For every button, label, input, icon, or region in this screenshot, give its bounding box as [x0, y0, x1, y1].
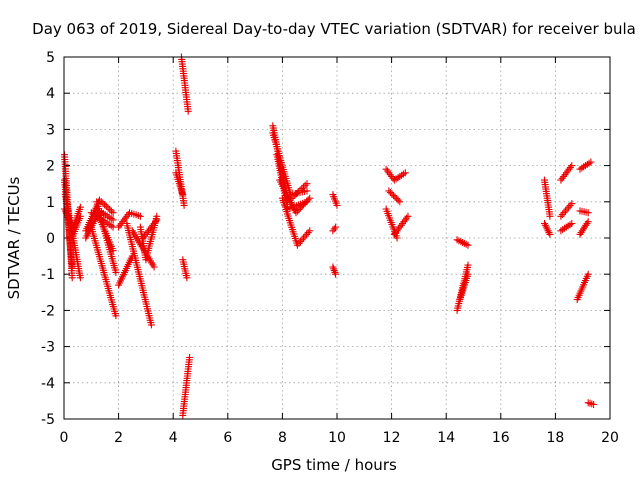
data-point-markers: [453, 236, 472, 249]
data-points: [61, 53, 598, 419]
data-point-markers: [276, 176, 314, 217]
series-sat-0f: [68, 212, 84, 242]
data-point-markers: [557, 220, 576, 235]
series-sat-5b: [329, 223, 340, 235]
series-sat-8i: [576, 218, 592, 238]
series-sat-6d: [390, 212, 412, 238]
data-point-markers: [329, 223, 340, 235]
series-sat-4d: [276, 176, 314, 217]
y-tick-label: 0: [46, 231, 55, 247]
y-tick-label: 4: [46, 86, 55, 102]
series-sat-5a: [329, 191, 341, 209]
y-tick-label: -2: [41, 303, 55, 319]
series-sat-3d: [179, 256, 191, 282]
y-tick-label: -1: [41, 267, 55, 283]
data-point-markers: [115, 252, 136, 289]
x-tick-label: 10: [328, 430, 346, 446]
series-sat-3b: [172, 169, 187, 199]
data-point-markers: [123, 220, 155, 329]
series-sat-8b: [541, 220, 554, 238]
series-sat-1f: [96, 214, 117, 255]
data-point-markers: [179, 256, 191, 282]
y-tick-label: -5: [41, 412, 55, 428]
data-point-markers: [115, 209, 144, 231]
x-tick-label: 6: [223, 430, 232, 446]
data-point-markers: [179, 354, 194, 419]
series-sat-8d: [557, 200, 576, 220]
series-sat-7a: [453, 236, 472, 249]
series-sat-2b: [115, 252, 136, 289]
data-point-markers: [576, 158, 595, 173]
chart-title: Day 063 of 2019, Sidereal Day-to-day VTE…: [32, 20, 636, 38]
series-sat-4e: [278, 194, 314, 249]
x-tick-label: 14: [437, 430, 455, 446]
series-sat-3e: [179, 354, 194, 419]
grid-lines: [64, 57, 610, 419]
series-sat-4b: [269, 129, 311, 199]
data-point-markers: [269, 129, 311, 199]
x-tick-label: 0: [60, 430, 69, 446]
series-sat-8e: [557, 220, 576, 235]
data-point-markers: [96, 214, 117, 255]
plot-area-frame: [63, 56, 611, 420]
data-point-markers: [390, 212, 412, 238]
series-sat-6a: [382, 165, 409, 184]
data-point-markers: [541, 220, 554, 238]
data-point-markers: [382, 165, 409, 184]
series-sat-8h: [576, 207, 592, 217]
y-tick-label: -3: [41, 340, 55, 356]
y-tick-label: 1: [46, 195, 55, 211]
series-sat-8a: [541, 176, 554, 220]
data-point-markers: [329, 263, 340, 278]
series-sat-7c: [456, 270, 472, 303]
data-point-markers: [557, 162, 576, 184]
data-point-markers: [385, 187, 404, 206]
data-point-markers: [87, 223, 120, 320]
series-sat-8g: [576, 158, 595, 173]
data-point-markers: [329, 191, 341, 209]
series-sat-2a: [115, 209, 144, 231]
x-tick-label: 20: [601, 430, 619, 446]
data-point-markers: [278, 194, 314, 249]
series-sat-8f: [573, 270, 592, 303]
data-point-markers: [172, 147, 188, 209]
series-sat-6b: [385, 187, 404, 206]
y-tick-label: 2: [46, 159, 55, 175]
data-point-markers: [557, 200, 576, 220]
y-tick-label: 3: [46, 122, 55, 138]
series-sat-8c: [557, 162, 576, 184]
series-sat-2c: [123, 220, 155, 329]
x-tick-label: 2: [114, 430, 123, 446]
data-point-markers: [584, 399, 598, 408]
series-sat-3a: [172, 147, 188, 209]
data-point-markers: [177, 53, 192, 115]
x-tick-label: 18: [546, 430, 564, 446]
x-tick-label: 8: [278, 430, 287, 446]
data-point-markers: [139, 216, 161, 242]
data-point-markers: [576, 218, 592, 238]
y-tick-label: 5: [46, 50, 55, 66]
y-axis-label: SDTVAR / TECUs: [5, 176, 23, 299]
y-tick-label: -4: [41, 376, 55, 392]
y-axis-ticks: -5 -4 -3 -2 -1 0 1 2 3 4 5: [41, 50, 610, 428]
x-tick-label: 16: [492, 430, 510, 446]
data-point-markers: [172, 169, 187, 199]
series-sat-2f: [139, 216, 161, 242]
x-tick-label: 12: [383, 430, 401, 446]
data-point-markers: [68, 212, 84, 242]
data-point-markers: [456, 270, 472, 303]
data-point-markers: [576, 207, 592, 217]
series-sat-8j: [584, 399, 598, 408]
series-sat-1d: [87, 223, 120, 320]
data-point-markers: [541, 176, 554, 220]
x-tick-label: 4: [169, 430, 178, 446]
data-point-markers: [573, 270, 592, 303]
x-axis-label: GPS time / hours: [271, 456, 397, 474]
series-sat-3c: [177, 53, 192, 115]
series-sat-5c: [329, 263, 340, 278]
